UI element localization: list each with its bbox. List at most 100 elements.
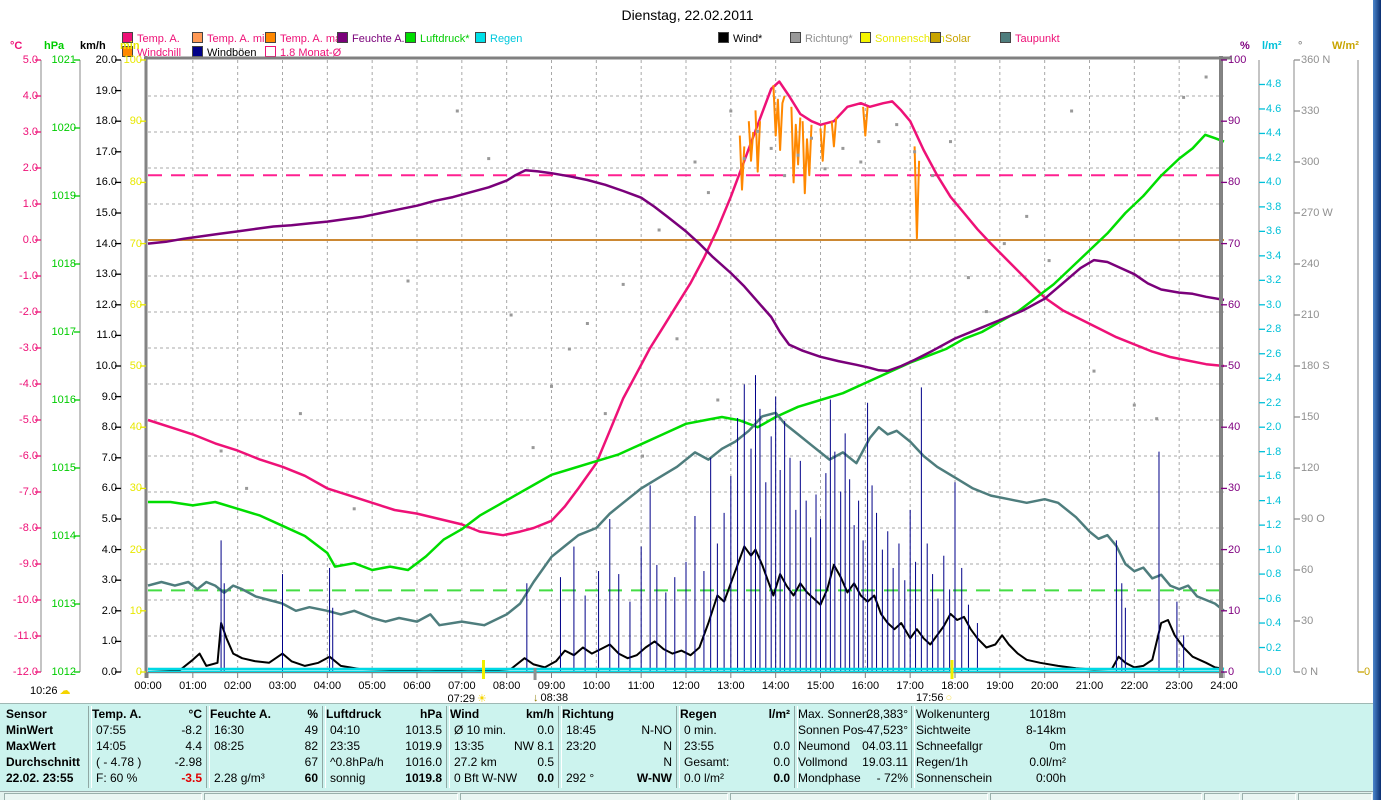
hour-label: 14:00: [761, 680, 790, 692]
tick-label: 1013: [51, 598, 76, 610]
axis-unit-hPa: hPa: [44, 40, 65, 52]
series-richtung-dot: [1002, 242, 1006, 246]
axis-unit-kmh: km/h: [80, 40, 106, 52]
cell-time: 07:55: [96, 723, 127, 737]
cell-value: -2.98: [174, 755, 202, 769]
tick-label: 4.0: [1266, 176, 1282, 189]
series-luftdruck: [148, 133, 1225, 572]
cond-value: 0m: [1049, 739, 1066, 753]
statusbar-segment: [460, 793, 728, 800]
tick-label: 6.0: [101, 482, 117, 495]
legend-temp-a-max-swatch-icon: [265, 32, 276, 43]
hour-label: 10:00: [582, 680, 611, 692]
tick-label: 7.0: [101, 451, 117, 464]
tick-label: 16.0: [95, 176, 117, 189]
legend-luftdruck-: Luftdruck*: [405, 32, 470, 45]
tick-label: 0.4: [1266, 617, 1282, 630]
row-label: Durchschnitt: [6, 755, 81, 769]
window-edge: [1373, 0, 1381, 800]
cond-label: Schneefallgr: [916, 739, 983, 753]
series-windchill: [790, 106, 802, 184]
legend-luftdruck--label: Luftdruck*: [420, 33, 470, 45]
hour-label: 06:00: [403, 680, 431, 692]
row-label: MinWert: [6, 723, 54, 737]
legend-feuchte-a-: Feuchte A.*: [337, 32, 409, 45]
series-richtung-dot: [1132, 403, 1136, 407]
tick-label: 2.0: [22, 162, 38, 174]
tick-label: 100: [1228, 54, 1247, 66]
tick-label: 50: [129, 360, 142, 372]
series-richtung-dot: [509, 313, 513, 317]
tick-label: 90 O: [1301, 513, 1325, 525]
legend-feuchte-a--swatch-icon: [337, 32, 348, 43]
series-richtung-dot: [810, 136, 813, 140]
tick-label: 50: [1228, 360, 1241, 372]
tick-label: -2.0: [19, 306, 38, 318]
series-richtung-dot: [657, 228, 661, 232]
series-richtung-dot: [675, 337, 679, 341]
tick-label: 270 W: [1301, 207, 1333, 219]
hour-label: 15:00: [806, 680, 835, 692]
table-separator: [88, 706, 92, 788]
series-richtung-dot: [1182, 95, 1186, 99]
legend-solar-label: Solar: [945, 33, 971, 45]
sunset-label-icon: ○: [945, 692, 953, 704]
tick-label: 2.6: [1266, 347, 1282, 360]
series-windchill: [801, 121, 813, 195]
series-windchill: [830, 117, 838, 148]
legend-temp-a-max: Temp. A. max: [265, 32, 347, 45]
tick-label: -7.0: [19, 486, 38, 498]
series-richtung-dot: [913, 150, 917, 154]
series-richtung-dot: [984, 310, 988, 314]
axis-unit-: %: [1240, 40, 1250, 52]
series-richtung-dot: [585, 322, 589, 325]
legend-temp-a-min: Temp. A. min: [192, 32, 271, 45]
col-header: Richtung: [562, 707, 614, 721]
legend-sonnenschein-label: Sonnenschein: [875, 33, 945, 45]
cell-time: 18:45: [566, 723, 597, 737]
series-richtung-dot: [487, 157, 491, 161]
cell-value: N: [663, 739, 672, 753]
tick-label: 1014: [51, 530, 76, 542]
cell-value: 1019.8: [405, 771, 442, 785]
cond-value: 0:00h: [1035, 771, 1066, 785]
series-richtung-dot: [550, 384, 553, 388]
cell-value: N: [663, 755, 672, 769]
tick-label: 2.4: [1266, 372, 1282, 385]
hour-label: 13:00: [717, 680, 745, 692]
cell-value: 0.0: [537, 771, 554, 785]
astro-value: 28,383°: [866, 707, 908, 721]
statusbar-segment: [1242, 793, 1296, 800]
tick-label: 15.0: [95, 207, 117, 219]
statusbar-segment: [1298, 793, 1372, 800]
tick-label: 1015: [51, 462, 76, 474]
cell-time: 23:35: [330, 739, 361, 753]
tick-label: 30: [1228, 482, 1241, 495]
hour-label: 12:00: [672, 680, 700, 692]
cell-time: ( - 4.78 ): [96, 755, 142, 769]
cell-time: 16:30: [214, 723, 245, 737]
tick-label: 330: [1301, 105, 1320, 117]
tick-label: 2.8: [1266, 323, 1282, 336]
series-richtung-dot: [841, 146, 845, 150]
cell-value: -3.5: [181, 771, 202, 785]
tick-label: -9.0: [19, 558, 38, 570]
cell-time: 04:10: [330, 723, 361, 737]
table-separator: [676, 706, 680, 788]
tick-label: 1016: [51, 394, 76, 406]
legend-richtung-: Richtung*: [790, 32, 853, 45]
series-windchill: [747, 121, 755, 162]
sunset-label: 17:56 ○: [916, 692, 954, 704]
sunrise-label: 07:29 ☀: [447, 692, 488, 705]
tick-label: 80: [1228, 176, 1241, 189]
status-bar: [0, 791, 1374, 800]
col-unit: hPa: [419, 707, 442, 721]
tick-label: 70: [1228, 237, 1241, 250]
cell-time: F: 60 %: [96, 771, 138, 785]
moonset-label: ↓ 08:38: [531, 692, 568, 704]
legend-taupunkt-swatch-icon: [1000, 32, 1011, 43]
tick-label: 20.0: [95, 54, 117, 66]
series-richtung-dot: [895, 123, 899, 127]
col-header: Temp. A.: [92, 707, 142, 721]
legend-luftdruck--swatch-icon: [405, 32, 416, 43]
